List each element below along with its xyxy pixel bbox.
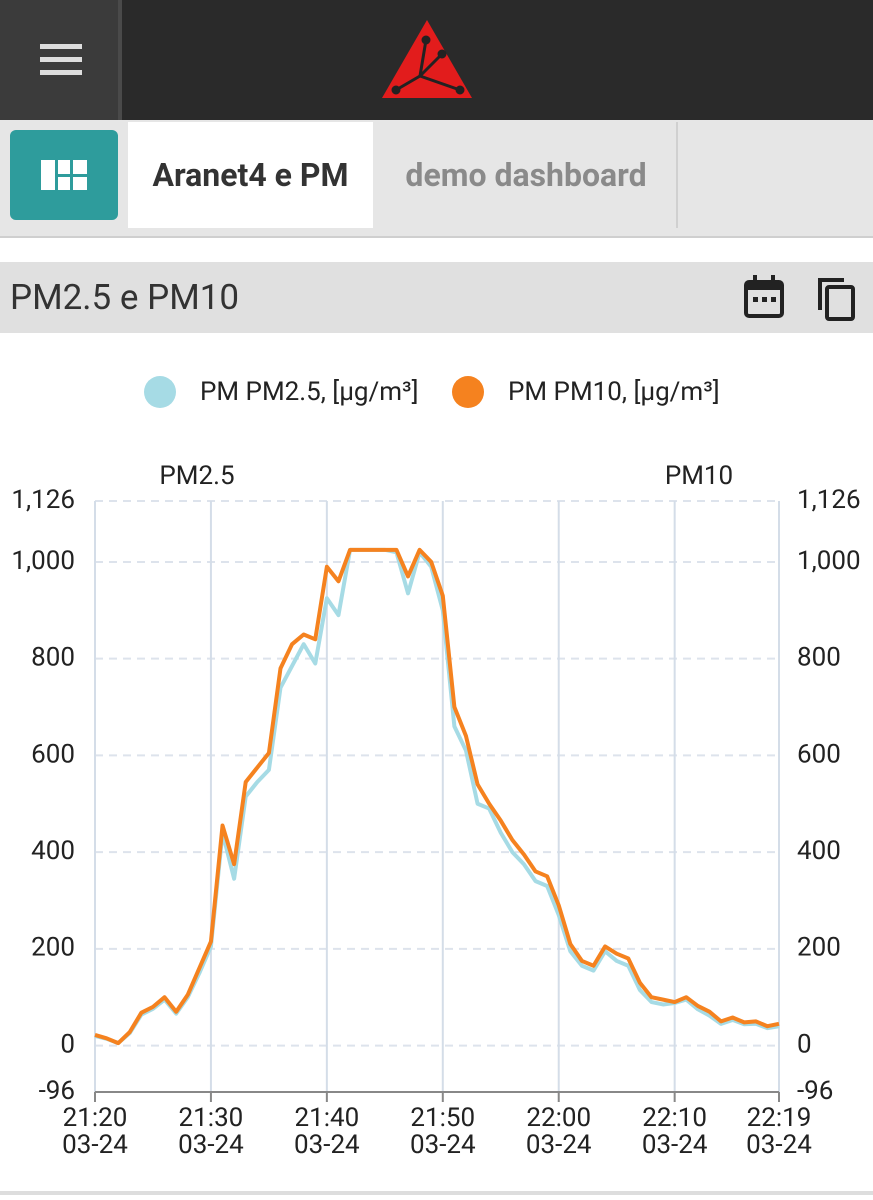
calendar-icon[interactable] <box>740 270 790 326</box>
x-tick-time: 21:50 <box>410 1103 475 1133</box>
tab[interactable]: Aranet4 e PM <box>128 122 373 228</box>
y2-tick-label: 600 <box>797 739 841 769</box>
dashboards-button[interactable] <box>10 130 118 220</box>
x-tick-date: 03-24 <box>642 1130 708 1160</box>
series-line <box>94 547 780 1046</box>
menu-button[interactable] <box>0 0 122 120</box>
y2-tick-label: 800 <box>797 643 841 673</box>
y2-tick-label: 400 <box>797 836 841 866</box>
x-tick-label: 21:30 03-24 <box>178 1103 244 1160</box>
y-tick-label: 1,126 <box>11 485 75 515</box>
x-tick-date: 03-24 <box>62 1130 128 1160</box>
x-tick-label: 21:20 03-24 <box>62 1103 128 1160</box>
x-tick-label: 22:00 03-24 <box>526 1103 592 1160</box>
x-tick-date: 03-24 <box>294 1130 360 1160</box>
y-tick-label: 0 <box>60 1029 75 1059</box>
logo[interactable] <box>380 18 474 100</box>
legend-marker <box>144 376 176 408</box>
y-tick-label: -96 <box>39 1076 75 1106</box>
x-tick-date: 03-24 <box>746 1130 812 1160</box>
y2-axis-title: PM10 <box>665 461 733 491</box>
menu-icon <box>40 44 82 75</box>
legend-label: PM PM10, [µg/m³] <box>508 377 720 407</box>
x-tick-time: 21:30 <box>179 1103 244 1133</box>
y-tick-label: 800 <box>31 643 75 673</box>
x-tick-time: 21:40 <box>294 1103 359 1133</box>
y2-tick-label: 0 <box>797 1029 812 1059</box>
y2-tick-label: 1,000 <box>797 546 861 576</box>
x-tick-date: 03-24 <box>526 1130 592 1160</box>
panel-header: PM2.5 e PM10 <box>0 262 873 333</box>
y-tick-label: 1,000 <box>11 546 75 576</box>
y2-tick-label: -96 <box>797 1076 833 1106</box>
x-tick-time: 22:19 <box>747 1103 812 1133</box>
x-tick-time: 22:00 <box>526 1103 591 1133</box>
app-bar <box>0 0 873 120</box>
tab[interactable]: demo dashboard <box>376 122 678 228</box>
y2-tick-label: 1,126 <box>797 485 861 515</box>
x-tick-label: 22:19 03-24 <box>746 1103 812 1160</box>
tab-bar: Aranet4 e PM demo dashboard <box>0 120 873 238</box>
y-axis-title: PM2.5 <box>159 461 234 491</box>
x-tick-label: 21:50 03-24 <box>410 1103 476 1160</box>
x-tick-date: 03-24 <box>410 1130 476 1160</box>
y2-tick-label: 200 <box>797 933 841 963</box>
y-tick-label: 200 <box>31 933 75 963</box>
x-tick-date: 03-24 <box>178 1130 244 1160</box>
legend-marker <box>452 376 484 408</box>
chart: PM2.5 PM10 PM PM2.5, [µg/m³] PM PM10, [µg… <box>0 376 873 1195</box>
x-tick-label: 21:40 03-24 <box>294 1103 360 1160</box>
x-tick-label: 22:10 03-24 <box>642 1103 708 1160</box>
copy-icon[interactable] <box>812 270 862 326</box>
x-tick-time: 21:20 <box>63 1103 128 1133</box>
y-tick-label: 400 <box>31 836 75 866</box>
dashboards-icon <box>41 160 87 190</box>
legend-label: PM PM2.5, [µg/m³] <box>200 377 419 407</box>
x-tick-time: 22:10 <box>642 1103 707 1133</box>
y-tick-label: 600 <box>31 739 75 769</box>
panel-title: PM2.5 e PM10 <box>10 277 240 318</box>
